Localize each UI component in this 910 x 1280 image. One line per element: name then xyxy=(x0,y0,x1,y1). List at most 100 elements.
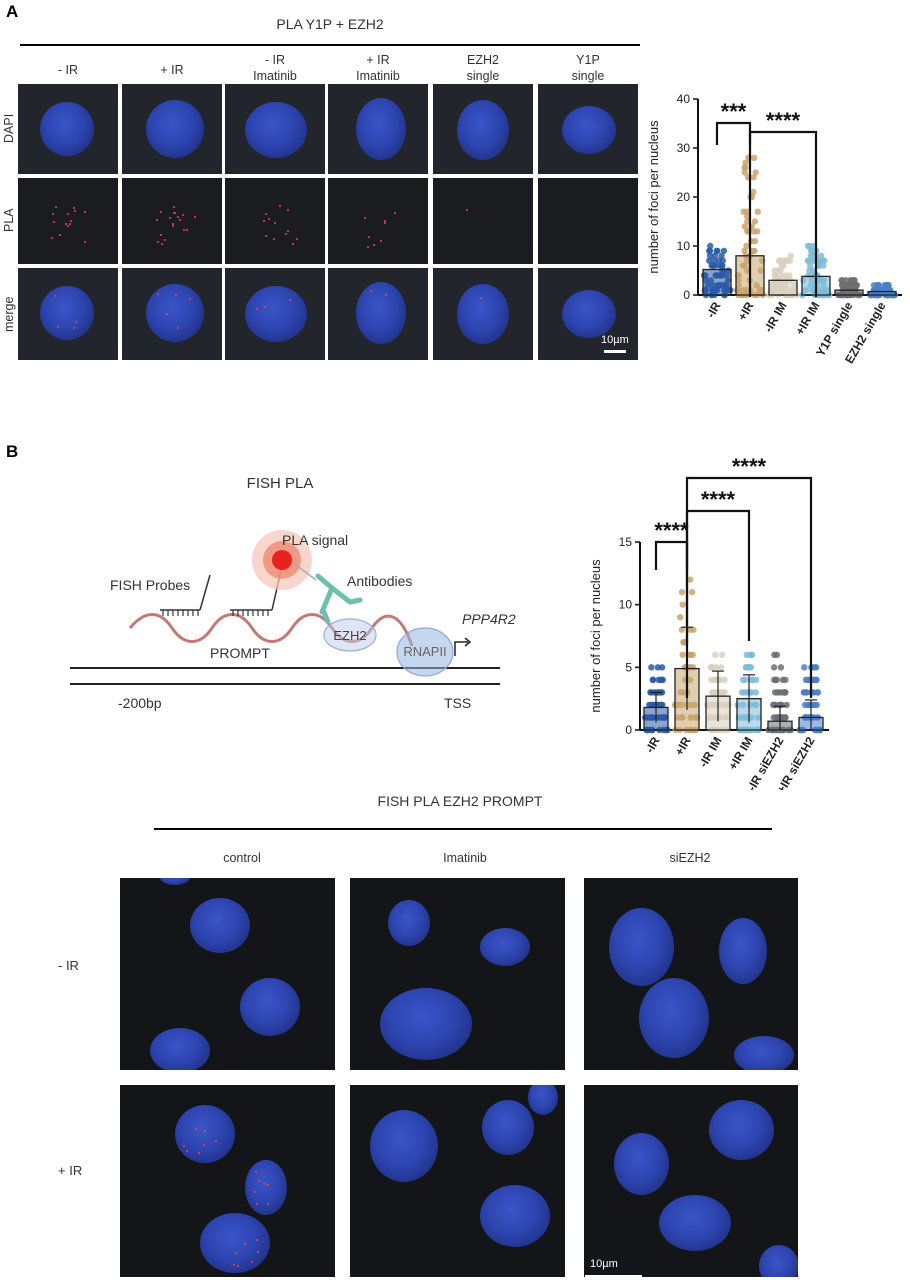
y-tick-label: 30 xyxy=(677,141,691,155)
data-point xyxy=(679,651,686,658)
pla-dot xyxy=(179,218,182,221)
pla-dot xyxy=(83,240,86,243)
bar xyxy=(702,268,732,296)
prompt-label: PROMPT xyxy=(210,645,270,661)
panel-a-column-header: + IR xyxy=(160,63,184,77)
data-point xyxy=(743,208,750,215)
data-point xyxy=(742,676,749,684)
significance-label: **** xyxy=(701,487,736,512)
data-point xyxy=(707,676,715,684)
nucleus xyxy=(457,100,509,160)
pla-dot xyxy=(267,1203,270,1206)
data-point xyxy=(811,701,818,709)
panel-b-scalebar xyxy=(585,1275,642,1277)
micrograph-tile xyxy=(584,1085,798,1277)
pla-dot xyxy=(157,292,160,295)
nucleus xyxy=(240,978,300,1036)
micrograph-tile xyxy=(538,178,638,264)
data-points xyxy=(867,282,898,299)
pla-dot xyxy=(157,240,160,243)
panel-b-scalebar-label: 10µm xyxy=(590,1258,618,1270)
data-point xyxy=(812,664,819,671)
data-point xyxy=(778,262,785,269)
pla-dot xyxy=(383,220,386,223)
pla-dot xyxy=(232,1263,235,1266)
data-point xyxy=(782,689,789,696)
pla-dot xyxy=(256,1203,259,1206)
nucleus xyxy=(609,908,674,986)
pla-dot xyxy=(273,237,276,240)
panel-b-column-header: Imatinib xyxy=(443,851,487,865)
data-point xyxy=(870,282,878,289)
y-tick-label: 0 xyxy=(625,723,632,737)
tss-arrow xyxy=(454,641,468,656)
y-tick-label: 10 xyxy=(619,598,633,612)
pla-dot xyxy=(255,1170,258,1173)
pla-dot xyxy=(172,211,175,214)
nucleus xyxy=(146,284,204,342)
data-point xyxy=(809,257,817,264)
data-point xyxy=(777,257,784,264)
x-tick-label: -IR xyxy=(642,734,662,755)
pla-dot xyxy=(72,206,75,209)
nucleus xyxy=(639,978,709,1058)
data-point xyxy=(782,714,789,721)
panel-b-column-header: control xyxy=(223,851,261,865)
data-point xyxy=(804,257,812,264)
data-point xyxy=(718,651,726,658)
nucleus xyxy=(719,918,767,984)
panel-a-letter: A xyxy=(6,2,19,21)
pla-dot xyxy=(364,216,367,219)
pla-dot xyxy=(253,1191,256,1194)
ezh2-label: EZH2 xyxy=(333,628,366,643)
data-point xyxy=(839,277,846,284)
pla-dot xyxy=(379,240,382,243)
schematic-title: FISH PLA xyxy=(247,475,314,492)
data-point xyxy=(801,701,809,709)
pla-dot xyxy=(73,327,76,330)
nucleus xyxy=(482,1100,534,1155)
bar xyxy=(834,289,864,296)
data-point xyxy=(708,664,715,671)
data-point xyxy=(806,262,814,269)
data-point xyxy=(720,247,728,255)
data-point xyxy=(819,257,827,264)
y-tick-label: 0 xyxy=(683,288,690,302)
pla-dot xyxy=(164,239,167,242)
nucleus xyxy=(380,988,472,1060)
data-point xyxy=(751,218,759,225)
data-point xyxy=(678,588,686,596)
data-point xyxy=(771,272,778,279)
pla-dot xyxy=(172,205,175,208)
data-point xyxy=(806,242,813,250)
micrograph-tile xyxy=(350,878,565,1070)
pla-dot xyxy=(160,234,163,237)
pla-dot xyxy=(369,290,372,293)
data-point xyxy=(801,664,808,671)
micrograph-tile xyxy=(328,84,428,174)
micrograph-tile xyxy=(225,268,325,360)
micrograph-tile xyxy=(122,84,222,174)
y-tick-label: 20 xyxy=(677,190,691,204)
data-point xyxy=(748,676,756,684)
panel-b-column-header: siEZH2 xyxy=(669,851,711,865)
x-tick-label: +IR IM xyxy=(726,734,756,772)
pla-dot xyxy=(74,320,77,323)
panel-a-column-header: Y1P single xyxy=(571,53,605,83)
data-point xyxy=(706,247,714,255)
data-point xyxy=(807,252,815,259)
nucleus xyxy=(200,1213,270,1273)
nucleus xyxy=(150,1028,210,1070)
nucleus xyxy=(562,290,616,338)
pla-dot xyxy=(54,205,57,208)
data-point xyxy=(744,218,751,225)
pla-dot xyxy=(289,299,292,302)
pla-signal-label: PLA signal xyxy=(282,532,348,548)
micrograph-tile xyxy=(433,178,533,264)
significance-bracket xyxy=(715,121,752,145)
panel-b-chart: number of foci per nucleus 0 5 10 15 -IR +IR -I… xyxy=(588,454,829,790)
pla-dot xyxy=(56,325,59,328)
data-point xyxy=(709,689,716,696)
pla-dot xyxy=(264,1182,267,1185)
pla-dot xyxy=(237,1264,240,1267)
